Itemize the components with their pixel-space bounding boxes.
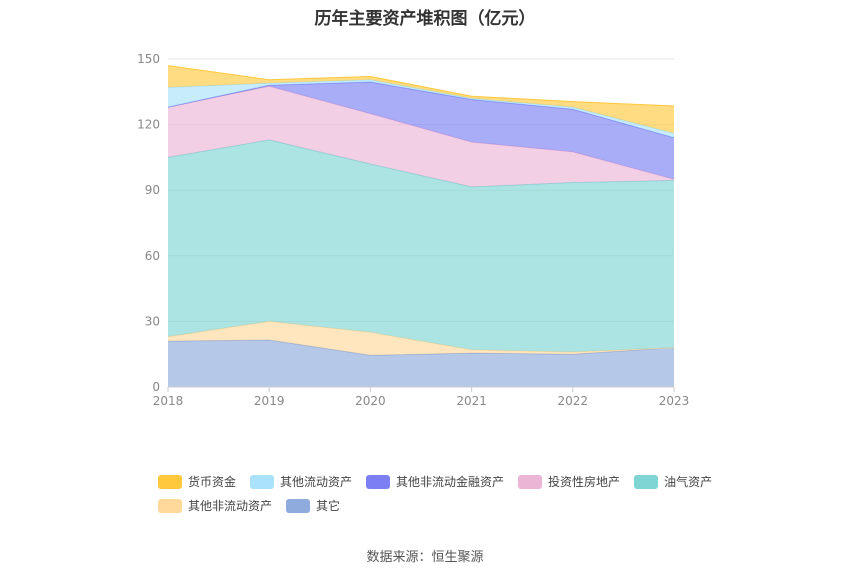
y-tick-label: 150 (137, 52, 160, 66)
stacked-area-chart: 0 30 60 90 120 150 2018 2019 2020 2021 2022 2023 (137, 52, 690, 408)
y-tick-label: 0 (152, 380, 160, 394)
legend-item[interactable]: 投资性房地产 (518, 473, 620, 490)
legend-swatch (366, 474, 391, 489)
x-tick-label: 2021 (456, 394, 487, 408)
legend-item[interactable]: 其它 (286, 497, 340, 514)
legend-row: 其他非流动资产 其它 (158, 497, 718, 521)
legend-row: 货币资金 其他流动资产 其他非流动金融资产 投资性房地产 油气资产 (158, 473, 718, 497)
y-tick-label: 30 (145, 314, 160, 328)
y-tick-label: 120 (137, 118, 160, 132)
legend-item[interactable]: 其他非流动金融资产 (366, 473, 504, 490)
legend-label: 其他非流动金融资产 (396, 475, 505, 489)
legend-item[interactable]: 其他流动资产 (250, 473, 352, 490)
y-tick-label: 90 (145, 183, 160, 197)
x-tick-label: 2020 (355, 394, 386, 408)
area-series-2 (168, 139, 674, 352)
legend-item[interactable]: 其他非流动资产 (158, 497, 272, 514)
area-series-4 (168, 82, 674, 180)
legend-swatch (286, 498, 311, 513)
legend-swatch (518, 474, 543, 489)
x-tick-label: 2023 (659, 394, 690, 408)
area-edge-series-6 (167, 65, 675, 107)
area-series-3 (168, 86, 674, 187)
legend-swatch (158, 474, 182, 489)
legend-item[interactable]: 货币资金 (158, 473, 236, 490)
area-series-1 (168, 321, 674, 356)
legend-swatch (634, 474, 659, 489)
legend-swatch (250, 474, 275, 489)
chart-legend: 货币资金 其他流动资产 其他非流动金融资产 投资性房地产 油气资产其他非流动资产 其它 (158, 473, 718, 521)
y-tick-label: 60 (145, 249, 160, 263)
x-tick-label: 2019 (254, 394, 285, 408)
legend-item[interactable]: 油气资产 (634, 473, 712, 490)
legend-label: 货币资金 (188, 475, 237, 489)
x-tick-label: 2022 (558, 394, 589, 408)
legend-swatch (158, 498, 182, 513)
data-source: 数据来源：恒生聚源 (366, 550, 484, 565)
legend-label: 油气资产 (664, 475, 713, 489)
legend-label: 其他非流动资产 (188, 499, 273, 513)
area-series-0 (168, 340, 674, 387)
legend-label: 其它 (316, 499, 341, 513)
chart-title: 历年主要资产堆积图（亿元） (314, 9, 536, 29)
x-tick-label: 2018 (153, 394, 184, 408)
legend-label: 其他流动资产 (280, 475, 353, 489)
legend-label: 投资性房地产 (548, 475, 621, 489)
